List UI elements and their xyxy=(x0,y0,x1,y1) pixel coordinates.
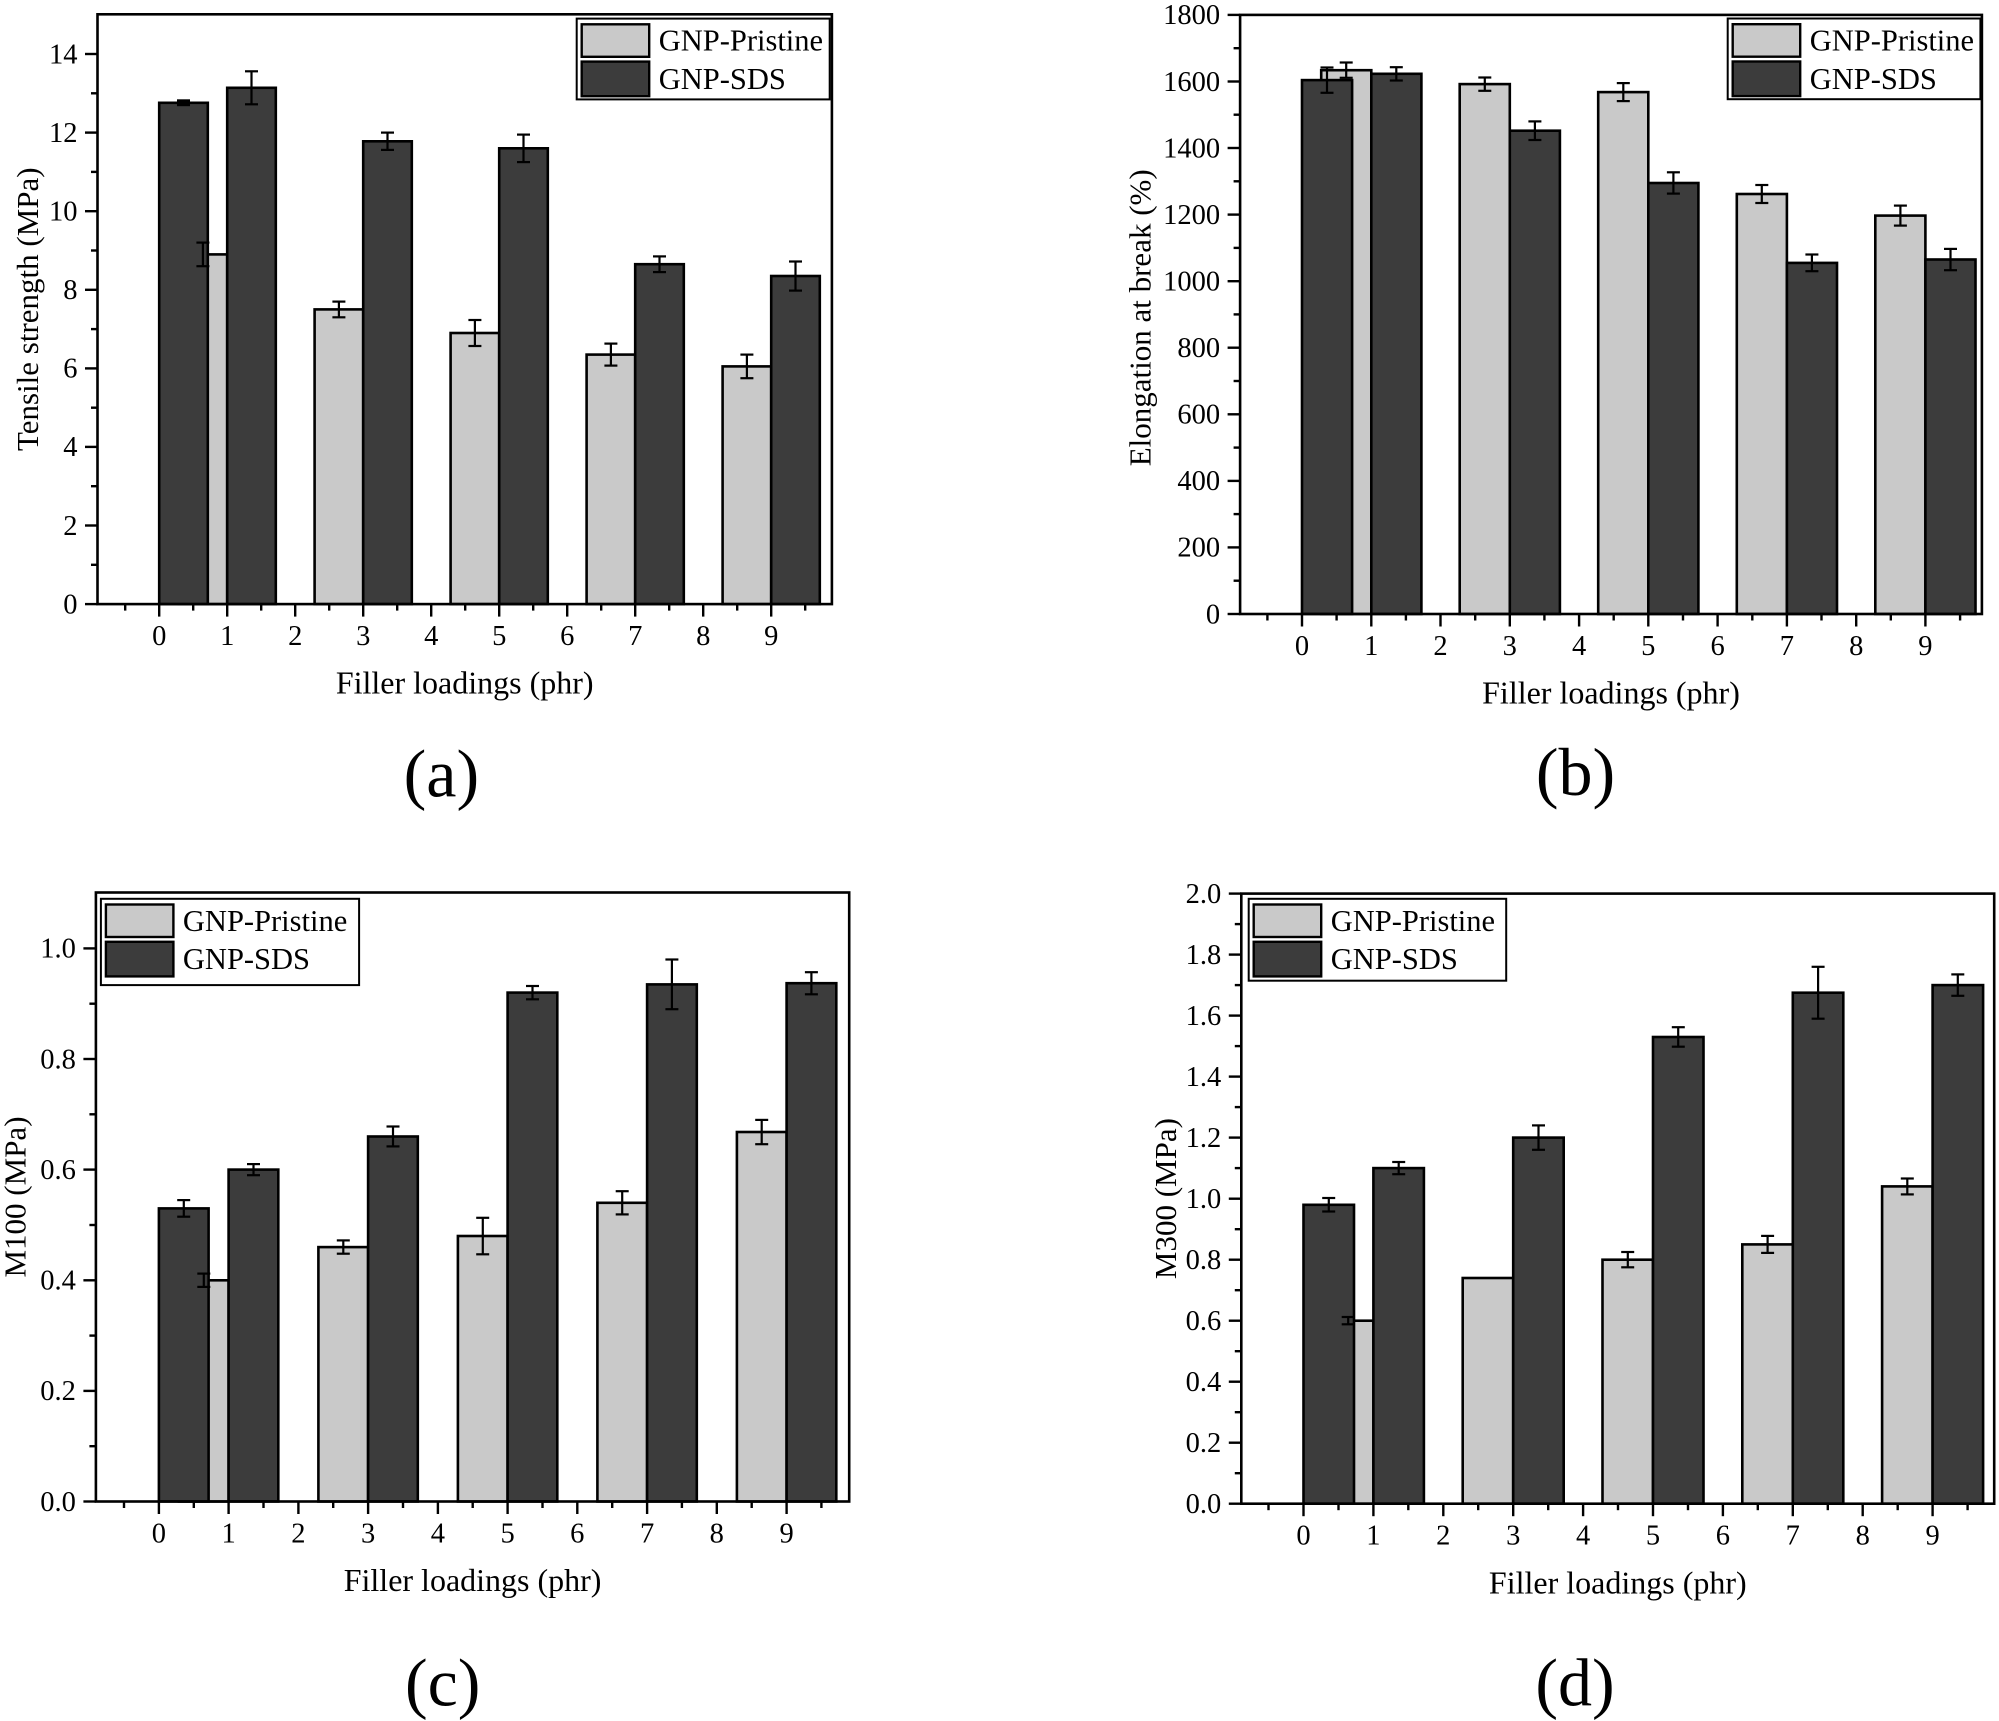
svg-text:1.0: 1.0 xyxy=(40,934,76,965)
svg-text:9: 9 xyxy=(764,621,778,652)
svg-text:1400: 1400 xyxy=(1163,133,1220,164)
svg-text:3: 3 xyxy=(1506,1521,1520,1552)
svg-text:GNP-SDS: GNP-SDS xyxy=(659,62,786,96)
svg-text:Filler loadings (phr): Filler loadings (phr) xyxy=(1489,1564,1747,1600)
svg-text:7: 7 xyxy=(640,1518,654,1549)
svg-text:0: 0 xyxy=(1206,599,1220,630)
svg-text:3: 3 xyxy=(361,1518,375,1549)
svg-text:7: 7 xyxy=(1786,1521,1800,1552)
svg-text:GNP-Pristine: GNP-Pristine xyxy=(1810,24,1974,58)
svg-text:400: 400 xyxy=(1177,466,1220,497)
svg-text:0.6: 0.6 xyxy=(1186,1306,1222,1337)
svg-text:1600: 1600 xyxy=(1163,67,1220,98)
svg-text:10: 10 xyxy=(49,197,78,228)
svg-text:6: 6 xyxy=(63,354,77,385)
svg-text:0.2: 0.2 xyxy=(40,1376,76,1407)
svg-text:0.0: 0.0 xyxy=(1186,1489,1222,1520)
svg-text:0: 0 xyxy=(152,1518,166,1549)
svg-text:7: 7 xyxy=(1780,631,1794,662)
svg-text:0.8: 0.8 xyxy=(40,1044,76,1075)
svg-text:0: 0 xyxy=(63,589,77,620)
svg-text:(c): (c) xyxy=(405,1644,480,1720)
svg-text:1.0: 1.0 xyxy=(1186,1184,1222,1215)
svg-text:2: 2 xyxy=(291,1518,305,1549)
svg-text:1: 1 xyxy=(1364,631,1378,662)
svg-text:8: 8 xyxy=(696,621,710,652)
svg-text:GNP-SDS: GNP-SDS xyxy=(1331,942,1458,976)
svg-text:Elongation at break (%): Elongation at break (%) xyxy=(1123,169,1158,466)
svg-text:3: 3 xyxy=(1503,631,1517,662)
svg-text:1800: 1800 xyxy=(1163,0,1220,31)
svg-text:4: 4 xyxy=(1572,631,1586,662)
svg-text:GNP-Pristine: GNP-Pristine xyxy=(659,24,823,58)
svg-text:4: 4 xyxy=(431,1518,445,1549)
svg-text:GNP-Pristine: GNP-Pristine xyxy=(1331,904,1495,938)
svg-text:9: 9 xyxy=(1918,631,1932,662)
svg-text:14: 14 xyxy=(49,39,78,70)
svg-text:0.8: 0.8 xyxy=(1186,1245,1222,1276)
svg-text:5: 5 xyxy=(492,621,506,652)
svg-text:Filler loadings (phr): Filler loadings (phr) xyxy=(344,1562,602,1598)
svg-text:4: 4 xyxy=(424,621,438,652)
svg-text:Filler loadings (phr): Filler loadings (phr) xyxy=(336,665,594,701)
svg-text:4: 4 xyxy=(1576,1521,1590,1552)
svg-text:200: 200 xyxy=(1177,533,1220,564)
svg-text:0.6: 0.6 xyxy=(40,1155,76,1186)
svg-text:0.0: 0.0 xyxy=(40,1487,76,1518)
svg-text:0: 0 xyxy=(152,621,166,652)
svg-text:1200: 1200 xyxy=(1163,200,1220,231)
svg-text:0.4: 0.4 xyxy=(1186,1367,1222,1398)
svg-text:800: 800 xyxy=(1177,333,1220,364)
svg-text:6: 6 xyxy=(560,621,574,652)
svg-text:M300 (MPa): M300 (MPa) xyxy=(1148,1118,1183,1279)
svg-text:GNP-SDS: GNP-SDS xyxy=(1810,62,1937,96)
svg-text:(d): (d) xyxy=(1535,1644,1614,1720)
svg-text:3: 3 xyxy=(356,621,370,652)
svg-text:(b): (b) xyxy=(1536,734,1615,810)
svg-text:2.0: 2.0 xyxy=(1186,879,1222,910)
svg-text:5: 5 xyxy=(500,1518,514,1549)
svg-text:0: 0 xyxy=(1296,1521,1310,1552)
svg-text:GNP-SDS: GNP-SDS xyxy=(183,942,310,976)
svg-text:6: 6 xyxy=(1710,631,1724,662)
svg-text:1.2: 1.2 xyxy=(1186,1123,1222,1154)
svg-text:0: 0 xyxy=(1295,631,1309,662)
svg-text:8: 8 xyxy=(63,275,77,306)
svg-text:GNP-Pristine: GNP-Pristine xyxy=(183,904,347,938)
svg-text:8: 8 xyxy=(1856,1521,1870,1552)
svg-text:6: 6 xyxy=(570,1518,584,1549)
svg-text:2: 2 xyxy=(63,511,77,542)
svg-text:7: 7 xyxy=(628,621,642,652)
svg-text:4: 4 xyxy=(63,432,77,463)
svg-text:5: 5 xyxy=(1646,1521,1660,1552)
svg-text:1.6: 1.6 xyxy=(1186,1001,1222,1032)
svg-text:8: 8 xyxy=(1849,631,1863,662)
svg-text:12: 12 xyxy=(49,118,78,149)
svg-text:1: 1 xyxy=(1366,1521,1380,1552)
svg-text:0.4: 0.4 xyxy=(40,1266,76,1297)
svg-text:6: 6 xyxy=(1716,1521,1730,1552)
svg-text:8: 8 xyxy=(710,1518,724,1549)
svg-text:(a): (a) xyxy=(404,735,479,811)
svg-text:600: 600 xyxy=(1177,400,1220,431)
svg-text:5: 5 xyxy=(1641,631,1655,662)
svg-text:2: 2 xyxy=(288,621,302,652)
svg-text:2: 2 xyxy=(1436,1521,1450,1552)
svg-text:1000: 1000 xyxy=(1163,267,1220,298)
svg-text:M100 (MPa): M100 (MPa) xyxy=(0,1116,33,1277)
svg-text:9: 9 xyxy=(1925,1521,1939,1552)
svg-text:2: 2 xyxy=(1433,631,1447,662)
svg-text:Filler loadings (phr): Filler loadings (phr) xyxy=(1482,675,1740,711)
svg-text:1: 1 xyxy=(221,1518,235,1549)
svg-text:1: 1 xyxy=(220,621,234,652)
svg-text:1.8: 1.8 xyxy=(1186,940,1222,971)
svg-text:1.4: 1.4 xyxy=(1186,1062,1222,1093)
svg-text:Tensile strength (MPa): Tensile strength (MPa) xyxy=(10,167,45,451)
svg-text:0.2: 0.2 xyxy=(1186,1428,1222,1459)
svg-text:9: 9 xyxy=(779,1518,793,1549)
